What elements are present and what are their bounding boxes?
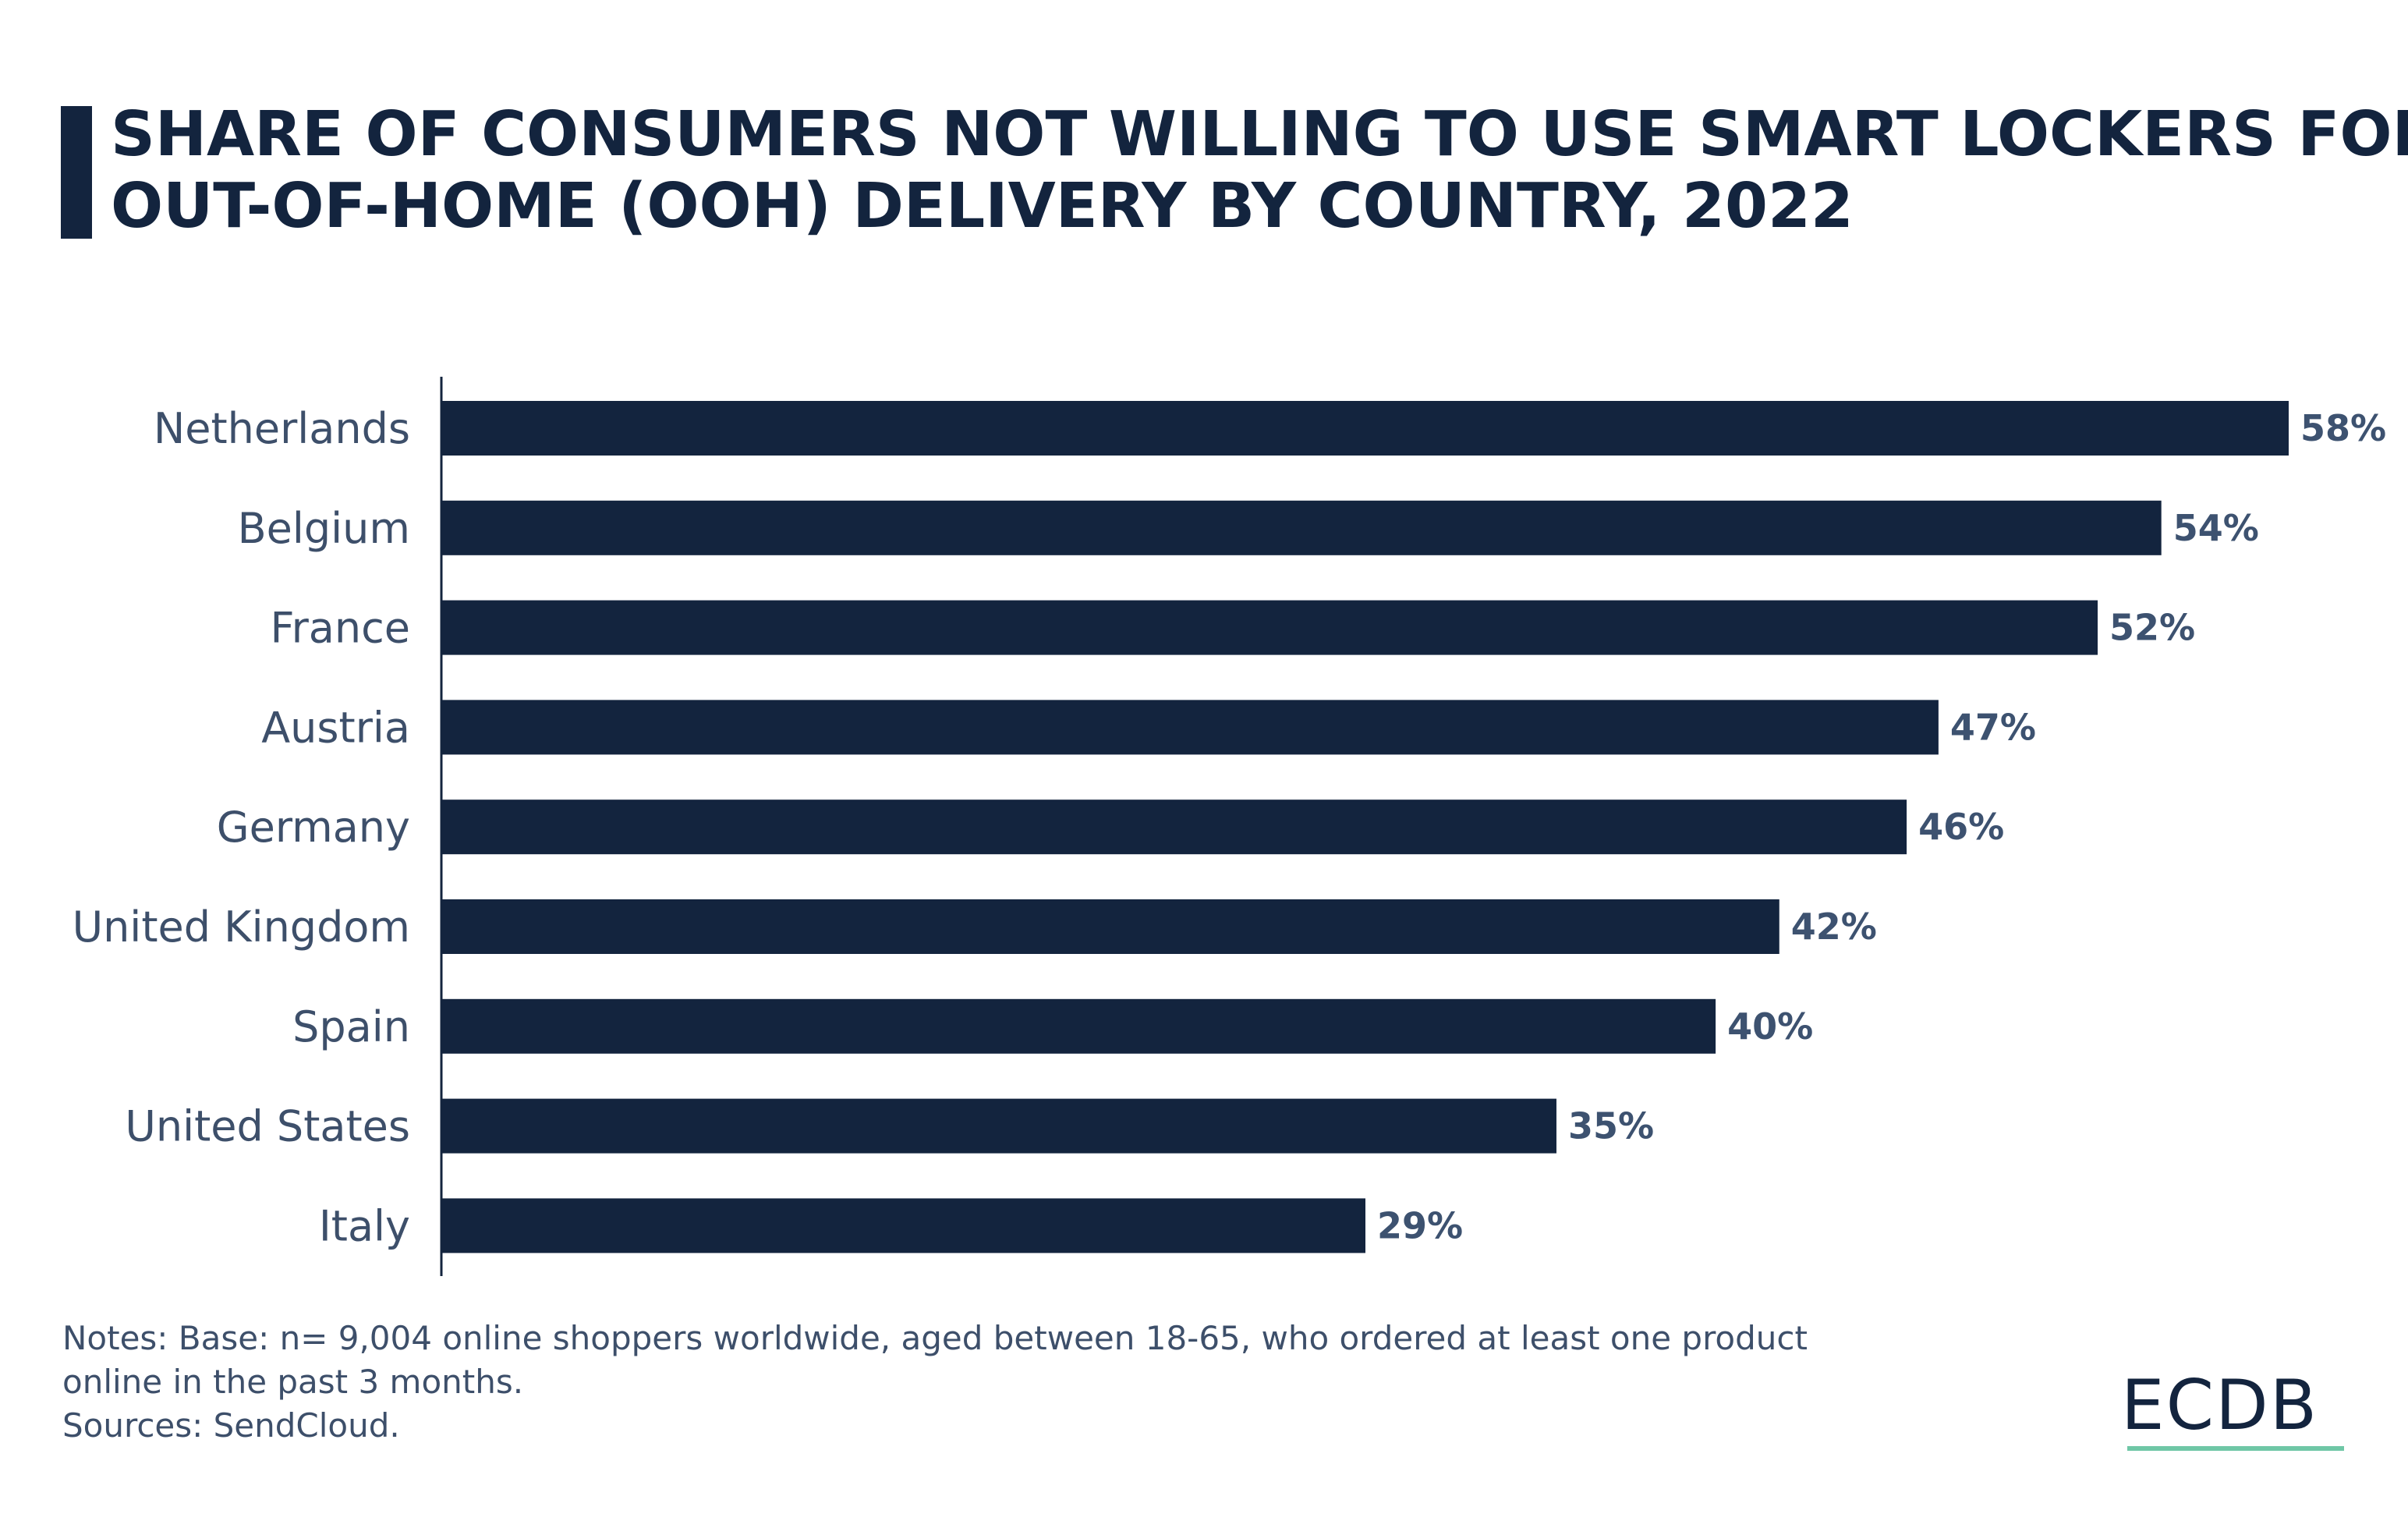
logo-text: ECDB [2121,1365,2319,1445]
value-labels-group: 58% 54% 52% 47% 46% 42% 40% 35% 29% [1377,407,2386,1246]
value-label-austria: 47% [1950,706,2036,748]
value-label-netherlands: 58% [2300,407,2386,449]
bar-austria [442,700,1939,755]
value-label-germany: 46% [1918,806,2004,848]
bar-united-kingdom [442,899,1779,954]
bars-group [442,401,2289,1253]
bar-spain [442,998,1716,1054]
bar-germany [442,800,1907,855]
category-label-italy: Italy [319,1201,410,1250]
chart-notes: Notes: Base: n= 9,004 online shoppers wo… [62,1317,1934,1448]
category-label-france: France [270,604,410,653]
notes-line-1: Notes: Base: n= 9,004 online shoppers wo… [62,1319,1808,1357]
sources-line: Sources: SendCloud. [62,1406,400,1445]
logo-underline [2127,1446,2344,1451]
chart-title-line-2: OUT-OF-HOME (OOH) DELIVERY BY COUNTRY, 2… [111,170,1854,242]
chart-title-line-1: SHARE OF CONSUMERS NOT WILLING TO USE SM… [111,98,2408,170]
category-label-belgium: Belgium [238,504,410,553]
category-label-spain: Spain [292,1002,410,1051]
value-label-france: 52% [2109,607,2195,649]
category-label-united-kingdom: United Kingdom [73,902,410,952]
value-label-united-states: 35% [1568,1105,1654,1147]
bar-netherlands [442,401,2289,456]
chart-title: SHARE OF CONSUMERS NOT WILLING TO USE SM… [111,98,2408,242]
title-accent-bar [61,106,92,239]
category-label-austria: Austria [261,703,410,752]
category-label-netherlands: Netherlands [154,404,410,453]
value-label-united-kingdom: 42% [1791,906,1877,948]
bar-united-states [442,1098,1556,1154]
category-labels-group: Netherlands Belgium France Austria Germany Un… [73,404,410,1250]
category-label-germany: Germany [217,803,410,852]
notes-line-2: online in the past 3 months. [62,1363,524,1401]
value-label-belgium: 54% [2173,507,2259,549]
value-label-italy: 29% [1377,1204,1463,1246]
bar-italy [442,1198,1365,1253]
category-label-united-states: United States [125,1102,410,1151]
bar-france [442,600,2098,655]
ecdb-logo: ECDB [2121,1367,2355,1452]
value-label-spain: 40% [1727,1005,1813,1048]
bar-belgium [442,500,2162,555]
